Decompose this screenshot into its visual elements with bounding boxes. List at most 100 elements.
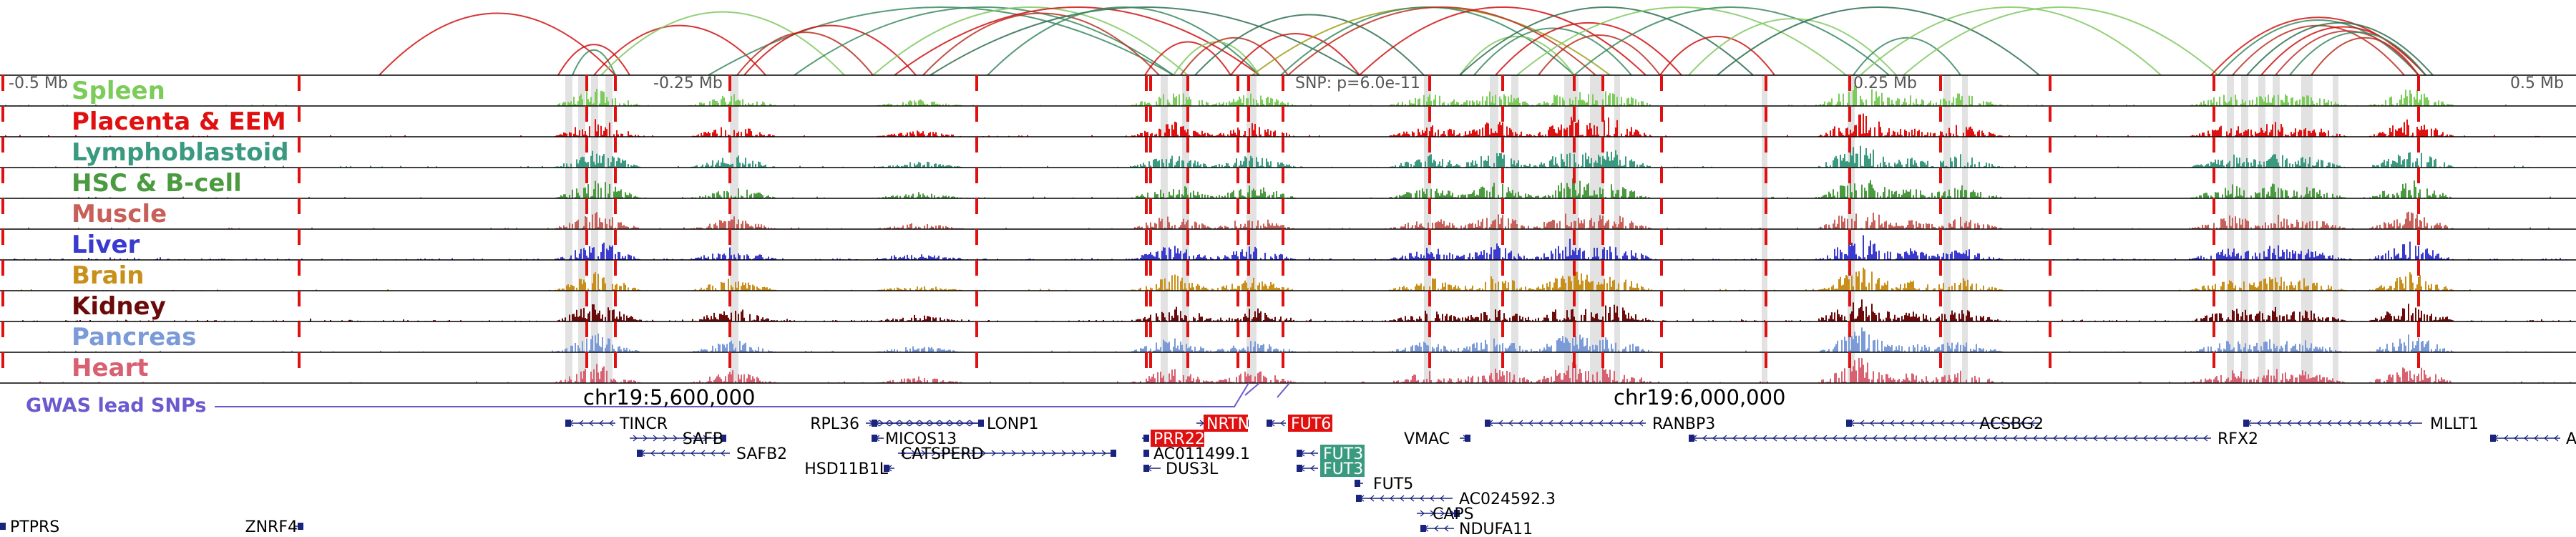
track-label: Spleen — [72, 77, 165, 105]
exon-block — [0, 523, 6, 530]
gene-highlight — [1151, 430, 1204, 447]
gene-label: VMAC — [1404, 430, 1450, 448]
gene-highlight — [1204, 415, 1248, 432]
gene-label: FUT3 — [1323, 460, 1363, 478]
coordinate-label: chr19:6,000,000 — [1614, 385, 1786, 410]
gene-fut6: FUT6 — [1267, 415, 1332, 433]
gene-fut3: FUT3 — [1297, 445, 1365, 463]
loop-arc — [600, 11, 845, 76]
loop-arc — [1574, 6, 1890, 76]
exon-block — [2243, 420, 2249, 427]
gene-nrtn: NRTN — [1196, 415, 1249, 433]
exon-block — [721, 435, 726, 442]
gene-label: FUT6 — [1291, 415, 1331, 433]
exon-block — [1355, 480, 1360, 487]
gene-label: LONP1 — [987, 415, 1039, 433]
track-hsc-b-cell: HSC & B-cell — [0, 169, 2576, 199]
loop-arc — [1538, 34, 1661, 76]
exon-block — [1846, 420, 1852, 427]
exon-block — [298, 523, 303, 530]
chromatin-loop-arcs — [379, 6, 2434, 76]
track-pancreas: Pancreas — [0, 323, 2576, 353]
exon-block — [872, 420, 877, 427]
track-muscle: Muscle — [0, 200, 2576, 230]
gene-fut5: FUT5 — [1355, 475, 1413, 493]
loop-arc — [1459, 35, 1575, 76]
gene-highlight — [1320, 445, 1365, 462]
signal-peaks — [14, 235, 2567, 260]
loop-arc — [922, 12, 1160, 76]
exon-block — [872, 435, 877, 442]
loop-arc — [2246, 22, 2434, 76]
signal-peaks — [28, 211, 2550, 229]
gene-dus3l: DUS3L — [1143, 460, 1219, 478]
track-label: Pancreas — [72, 323, 196, 352]
loop-arc — [736, 32, 874, 76]
exon-block — [1143, 435, 1149, 442]
gene-ac: AC — [2490, 430, 2576, 448]
loop-arc — [1194, 14, 1425, 76]
loop-arc — [708, 6, 1174, 76]
signal-peaks — [5, 113, 2540, 137]
track-label: Lymphoblastoid — [72, 138, 289, 167]
signal-peaks — [22, 299, 2571, 321]
loop-arc — [2275, 30, 2419, 76]
gene-lonp1: LONP1 — [872, 415, 1039, 433]
exon-block — [1267, 420, 1272, 427]
position-ruler: -0.5 Mb -0.25 Mb 0.25 Mb 0.5 Mb SNP: p=6.0e-… — [9, 74, 2564, 92]
signal-peaks — [34, 327, 2548, 352]
gene-highlight — [1320, 460, 1365, 477]
track-liver: Liver — [0, 231, 2576, 261]
gene-label: HSD11B1L — [804, 460, 889, 478]
exon-block — [637, 450, 643, 457]
exon-block — [1485, 420, 1491, 427]
gene-label: ACSBG2 — [1979, 415, 2044, 433]
track-kidney: Kidney — [0, 292, 2576, 322]
gene-label: RANBP3 — [1652, 415, 1715, 433]
gene-label: DUS3L — [1166, 460, 1219, 478]
exon-block — [1465, 435, 1470, 442]
track-label: HSC & B-cell — [72, 169, 242, 198]
track-label: Placenta & EEM — [72, 107, 286, 136]
gene-label: PTPRS — [10, 518, 59, 536]
loop-arc — [1853, 37, 1961, 76]
loop-arc — [1495, 22, 1682, 76]
signal-peaks — [5, 85, 2518, 106]
loop-arc — [1688, 18, 1897, 76]
loop-arc — [1230, 33, 1360, 76]
exon-block — [1356, 495, 1362, 502]
exon-block — [1689, 435, 1694, 442]
track-lymphoblastoid: Lymphoblastoid — [0, 138, 2576, 168]
gene-prr22: PRR22 — [1142, 430, 1205, 448]
exon-block — [2490, 435, 2496, 442]
gene-label: NRTN — [1206, 415, 1249, 433]
track-label: Brain — [72, 261, 145, 290]
ruler-label: 0.25 Mb — [1853, 74, 1917, 92]
loop-arc — [1717, 6, 2040, 76]
signal-peaks — [22, 177, 2551, 198]
gene-label: CATSPERD — [901, 445, 984, 463]
exon-block — [1420, 525, 1426, 532]
ruler-label: -0.25 Mb — [653, 74, 723, 92]
strand-arrows — [633, 435, 718, 442]
gene-highlight — [1288, 415, 1332, 432]
track-label: Liver — [72, 231, 140, 259]
strand-arrows — [1420, 510, 1455, 517]
loop-arc — [2289, 32, 2426, 76]
loop-arc — [1459, 6, 1754, 76]
gwas-lead-snps: GWAS lead SNPs — [26, 382, 1290, 417]
track-label: Muscle — [72, 200, 167, 228]
gene-micos13: MICOS13 — [872, 430, 957, 448]
gene-label: CAPS — [1433, 505, 1474, 523]
gene-ptprs: PTPRS — [0, 518, 59, 536]
gene-label: TINCR — [619, 415, 668, 433]
exon-block — [565, 420, 571, 427]
gene-acsbg2: ACSBG2 — [1846, 415, 2044, 433]
track-heart: Heart — [0, 354, 2576, 384]
track-label: Kidney — [72, 292, 166, 321]
loop-arc — [2311, 37, 2419, 76]
track-brain: Brain — [0, 261, 2576, 291]
gene-label: AC — [2566, 430, 2576, 448]
gwas-label: GWAS lead SNPs — [26, 395, 206, 417]
